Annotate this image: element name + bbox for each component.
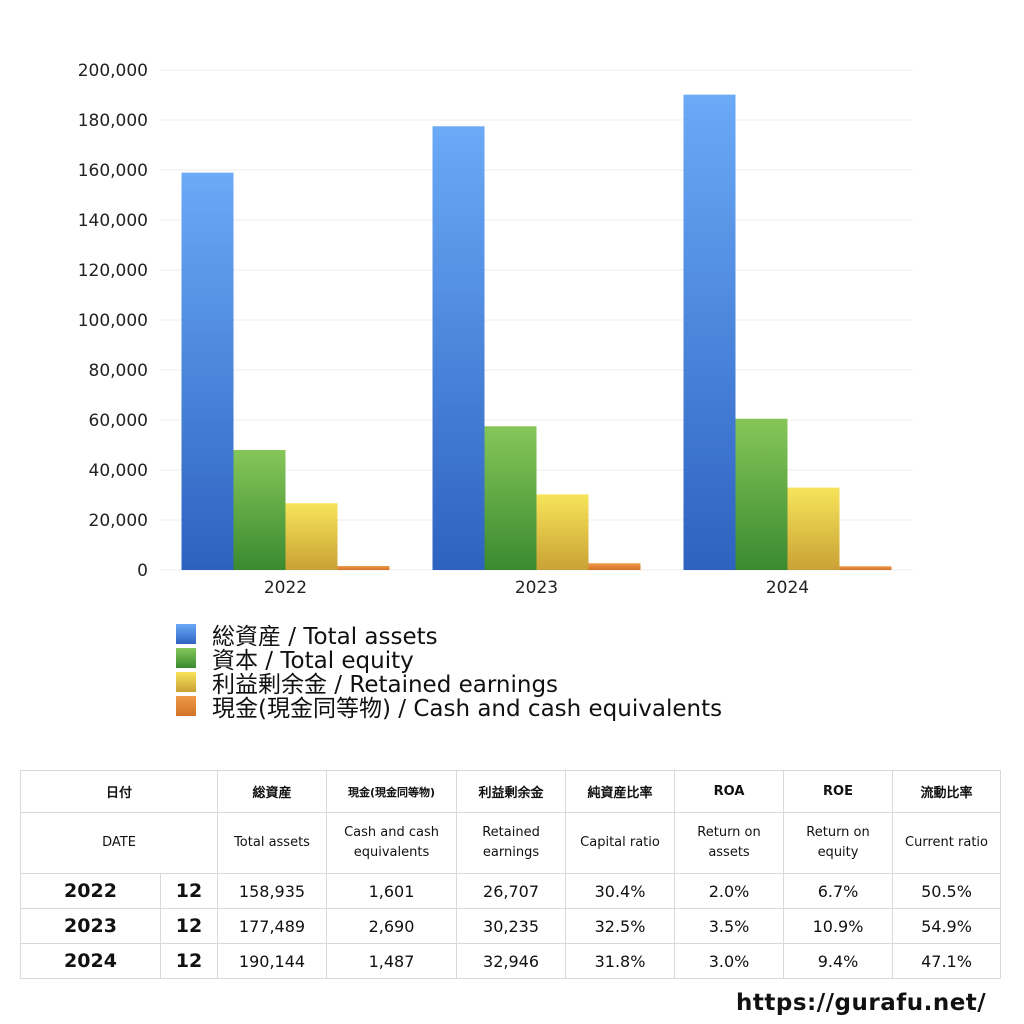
legend-swatch-cash: [176, 696, 196, 716]
cell-roe: 9.4%: [783, 943, 894, 979]
cell-roe: 10.9%: [783, 908, 894, 944]
y-tick-label: 0: [137, 561, 148, 581]
cell-month: 12: [159, 873, 219, 909]
cell-total-assets: 190,144: [217, 943, 328, 979]
header-current-ratio-en: Current ratio: [892, 812, 1002, 874]
y-tick-label: 180,000: [78, 111, 148, 131]
x-tick-label: 2023: [515, 578, 558, 598]
bar: [735, 418, 788, 570]
y-tick-label: 160,000: [78, 161, 148, 181]
legend-swatch-retained-earnings: [176, 672, 196, 692]
legend-swatch-total-assets: [176, 624, 196, 644]
legend-label-total-assets: 総資産 / Total assets: [212, 624, 438, 650]
table-row: 2022 12 158,935 1,601 26,707 30.4% 2.0% …: [20, 873, 1002, 909]
y-tick-label: 100,000: [78, 311, 148, 331]
bar: [839, 566, 892, 570]
header-roe-jp: ROE: [783, 770, 894, 813]
header-roa-jp: ROA: [674, 770, 785, 813]
y-tick-label: 140,000: [78, 211, 148, 231]
y-tick-label: 20,000: [89, 511, 148, 531]
cell-total-assets: 158,935: [217, 873, 328, 909]
cell-roa: 3.5%: [674, 908, 785, 944]
cell-month: 12: [159, 943, 219, 979]
y-tick-label: 200,000: [78, 61, 148, 81]
bar: [588, 563, 641, 570]
legend-label-total-equity: 資本 / Total equity: [212, 648, 414, 674]
chart-legend: 総資産 / Total assets 資本 / Total equity 利益剰…: [176, 622, 722, 722]
cell-current-ratio: 50.5%: [892, 873, 1002, 909]
cell-roa: 2.0%: [674, 873, 785, 909]
cell-retained: 32,946: [456, 943, 567, 979]
cell-year: 2023: [20, 908, 161, 944]
cell-retained: 26,707: [456, 873, 567, 909]
header-total-assets-en: Total assets: [217, 812, 328, 874]
bar: [285, 503, 338, 570]
cell-month: 12: [159, 908, 219, 944]
bar: [432, 126, 485, 570]
table-row: 2024 12 190,144 1,487 32,946 31.8% 3.0% …: [20, 943, 1002, 979]
bars: [181, 94, 892, 570]
cell-capital-ratio: 30.4%: [565, 873, 676, 909]
cell-capital-ratio: 32.5%: [565, 908, 676, 944]
x-tick-label: 2022: [264, 578, 307, 598]
header-date-en: DATE: [19, 812, 219, 874]
legend-item-retained-earnings: 利益剰余金 / Retained earnings: [176, 670, 722, 698]
table-row: 2023 12 177,489 2,690 30,235 32.5% 3.5% …: [20, 908, 1002, 944]
x-tick-label: 2024: [766, 578, 809, 598]
header-roe-en: Return on equity: [783, 812, 894, 874]
y-tick-label: 40,000: [89, 461, 148, 481]
bar: [787, 487, 840, 570]
header-retained-en: Retained earnings: [456, 812, 567, 874]
cell-roe: 6.7%: [783, 873, 894, 909]
cell-total-assets: 177,489: [217, 908, 328, 944]
bar: [536, 494, 589, 570]
header-cash-jp: 現金(現金同等物): [326, 770, 458, 813]
table-header-en: DATE Total assets Cash and cash equivale…: [19, 812, 1002, 874]
legend-label-cash: 現金(現金同等物) / Cash and cash equivalents: [212, 696, 723, 722]
legend-swatch-total-equity: [176, 648, 196, 668]
y-tick-label: 120,000: [78, 261, 148, 281]
bar: [337, 565, 390, 570]
cell-current-ratio: 54.9%: [892, 908, 1002, 944]
cell-cash: 1,601: [326, 873, 458, 909]
header-capital-ratio-en: Capital ratio: [565, 812, 676, 874]
y-tick-label: 60,000: [89, 411, 148, 431]
bar: [233, 450, 286, 570]
header-cash-en: Cash and cash equivalents: [326, 812, 458, 874]
cell-roa: 3.0%: [674, 943, 785, 979]
cell-current-ratio: 47.1%: [892, 943, 1002, 979]
y-tick-label: 80,000: [89, 361, 148, 381]
bar-chart: 0 20,000 40,000 60,000 80,000 100,000 120,000 1…: [78, 61, 913, 598]
cell-cash: 1,487: [326, 943, 458, 979]
legend-item-cash: 現金(現金同等物) / Cash and cash equivalents: [176, 694, 722, 722]
y-axis-ticks: 0 20,000 40,000 60,000 80,000 100,000 120,000 1…: [78, 61, 148, 581]
bar: [181, 172, 234, 570]
header-roa-en: Return on assets: [674, 812, 785, 874]
header-current-ratio-jp: 流動比率: [892, 770, 1002, 813]
cell-year: 2024: [20, 943, 161, 979]
legend-item-total-equity: 資本 / Total equity: [176, 646, 722, 674]
header-date-jp: 日付: [19, 770, 219, 813]
cell-capital-ratio: 31.8%: [565, 943, 676, 979]
legend-label-retained-earnings: 利益剰余金 / Retained earnings: [212, 672, 559, 698]
bar: [683, 94, 736, 570]
bar: [484, 426, 537, 570]
financial-table: 日付 総資産 現金(現金同等物) 利益剰余金 純資産比率 ROA ROE 流動比…: [19, 770, 1002, 979]
table-header-jp: 日付 総資産 現金(現金同等物) 利益剰余金 純資産比率 ROA ROE 流動比…: [19, 770, 1002, 813]
cell-cash: 2,690: [326, 908, 458, 944]
header-retained-jp: 利益剰余金: [456, 770, 567, 813]
header-capital-ratio-jp: 純資産比率: [565, 770, 676, 813]
legend-item-total-assets: 総資産 / Total assets: [176, 622, 722, 650]
cell-retained: 30,235: [456, 908, 567, 944]
header-total-assets-jp: 総資産: [217, 770, 328, 813]
cell-year: 2022: [20, 873, 161, 909]
x-axis-ticks: 2022 2023 2024: [264, 578, 809, 598]
site-url: https://gurafu.net/: [736, 990, 987, 1016]
